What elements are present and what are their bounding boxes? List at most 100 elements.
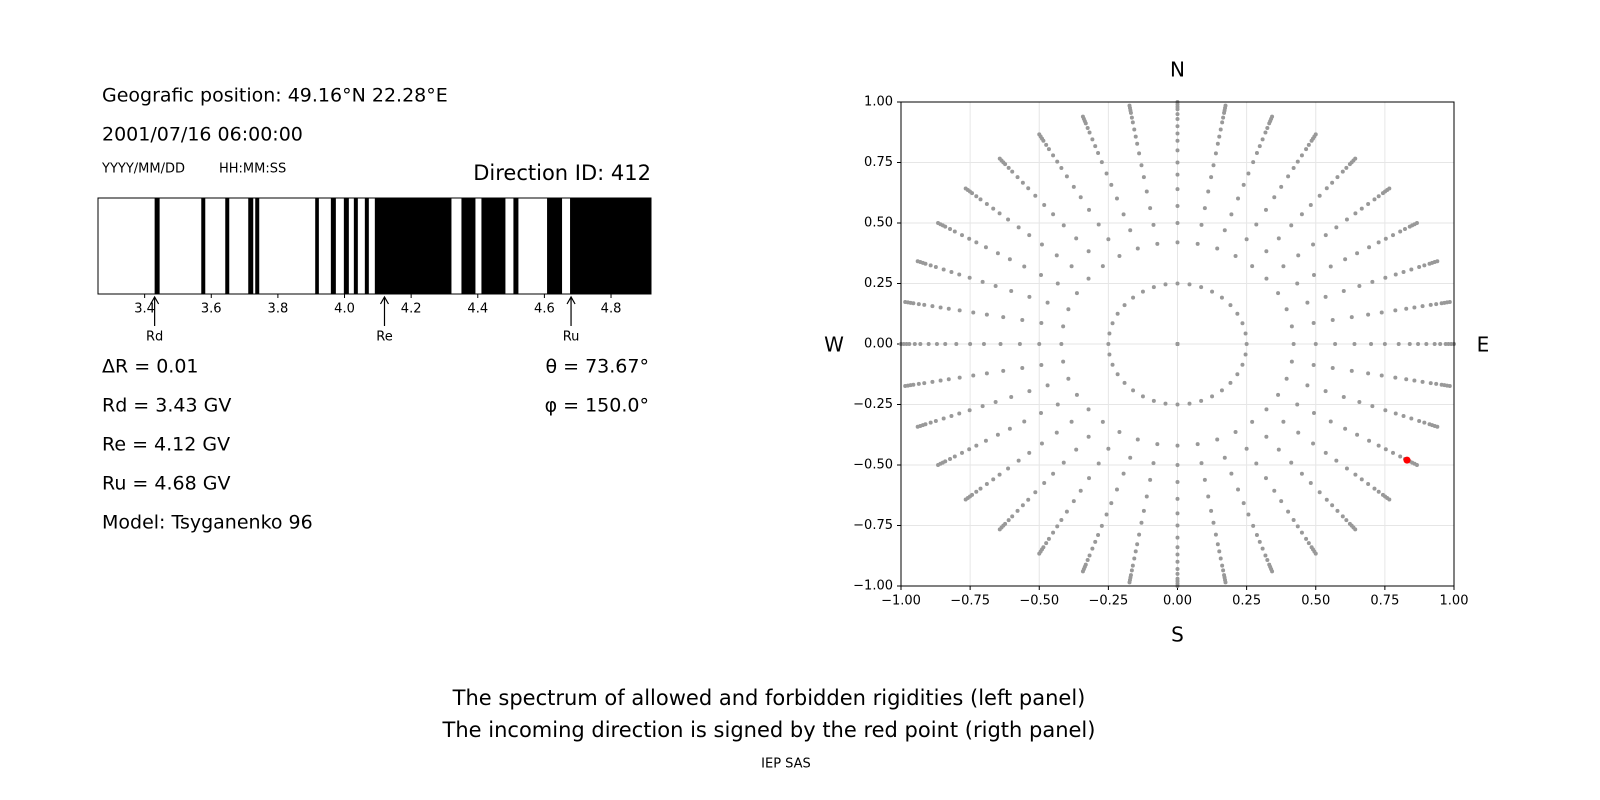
direction-point [1422,263,1427,268]
direction-point [1241,501,1246,506]
stat: Re = 4.12 GV [102,434,230,456]
direction-point [1296,253,1301,258]
direction-point [1393,308,1398,313]
direction-point [1353,527,1358,532]
direction-point [1313,342,1318,346]
direction-point [1054,253,1059,258]
direction-point [1066,376,1071,381]
direction-point [1366,312,1371,317]
direction-point [1114,196,1119,201]
caption: The incoming direction is signed by the … [442,718,1096,742]
direction-point [915,259,920,264]
marker-arrowhead [379,295,390,305]
direction-point [1209,508,1214,513]
direction-point [1090,546,1095,551]
y-tick-label: 0.75 [864,155,893,170]
direction-point [1264,407,1269,412]
direction-point [1151,398,1156,403]
direction-point [1284,307,1289,312]
direction-point [1335,508,1340,513]
direction-point [1042,481,1047,486]
direction-point [1015,175,1020,180]
direction-point [1087,553,1092,558]
direction-point [1409,416,1414,421]
direction-point [971,373,976,378]
direction-point [901,342,906,346]
direction-point [1281,264,1286,269]
direction-point [1059,165,1064,170]
direction-point [1324,497,1329,502]
direction-point [1175,342,1180,346]
direction-point [1016,458,1021,463]
direction-point [1132,556,1137,561]
direction-point [1263,130,1268,135]
direction-point [1020,318,1025,323]
direction-point [1017,342,1022,346]
direction-point [946,306,951,311]
forbidden-band [343,198,349,294]
direction-point [1175,511,1180,516]
angle: θ = 73.67° [545,356,649,378]
direction-point [918,342,923,346]
direction-point [1175,221,1180,225]
x-tick-label: 0.00 [1163,594,1192,609]
direction-point [1061,359,1066,364]
stat: ΔR = 0.01 [102,356,199,378]
direction-point [1096,461,1101,466]
direction-point [1016,225,1021,230]
direction-point [1254,150,1259,155]
direction-point [1027,450,1032,455]
direction-point [1007,426,1012,431]
direction-point [1202,477,1207,482]
direction-point [1251,160,1256,165]
direction-point [1175,138,1180,143]
direction-point [1114,487,1119,492]
direction-point [980,404,985,409]
direction-point [1151,222,1156,227]
direction-point [957,272,962,277]
direction-point [1306,142,1311,147]
direction-point [1276,447,1281,452]
direction-point [1305,383,1310,388]
direction-point [1401,269,1406,274]
direction-point [1311,320,1316,325]
direction-point [1382,342,1387,346]
direction-point [1074,291,1079,296]
direction-point [1055,159,1060,164]
direction-point [1407,342,1412,346]
direction-point [1027,389,1032,394]
direction-point [1099,523,1104,528]
direction-point [1215,246,1220,251]
direction-point [1263,207,1268,212]
direction-point [1009,289,1014,294]
direction-point [1291,342,1296,346]
direction-point [1059,518,1064,523]
direction-point [1366,371,1371,376]
direction-point [1107,331,1112,336]
direction-point [1206,189,1211,194]
direction-point [1128,228,1133,233]
x-tick-label: 3.4 [134,302,155,317]
direction-point [1010,514,1015,519]
direction-point [1110,362,1115,367]
direction-point [1344,217,1349,222]
time-format: HH:MM:SS [219,162,286,177]
direction-point [1229,212,1234,217]
direction-point [1221,115,1226,120]
direction-point [1236,487,1241,492]
direction-point [1428,302,1433,307]
direction-point [1272,488,1277,493]
direction-point [1131,388,1136,393]
direction-point [1175,479,1180,484]
direction-point [1215,542,1220,547]
direction-point [1042,202,1047,207]
direction-point [904,342,909,346]
direction-point [1432,342,1437,346]
direction-point [981,342,986,346]
direction-point [1054,430,1059,435]
direction-point [997,156,1002,161]
position: Geografic position: 49.16°N 22.28°E [102,85,448,107]
direction-point [1001,368,1006,373]
x-tick-label: 4.8 [601,302,622,317]
direction-point [1195,442,1200,447]
